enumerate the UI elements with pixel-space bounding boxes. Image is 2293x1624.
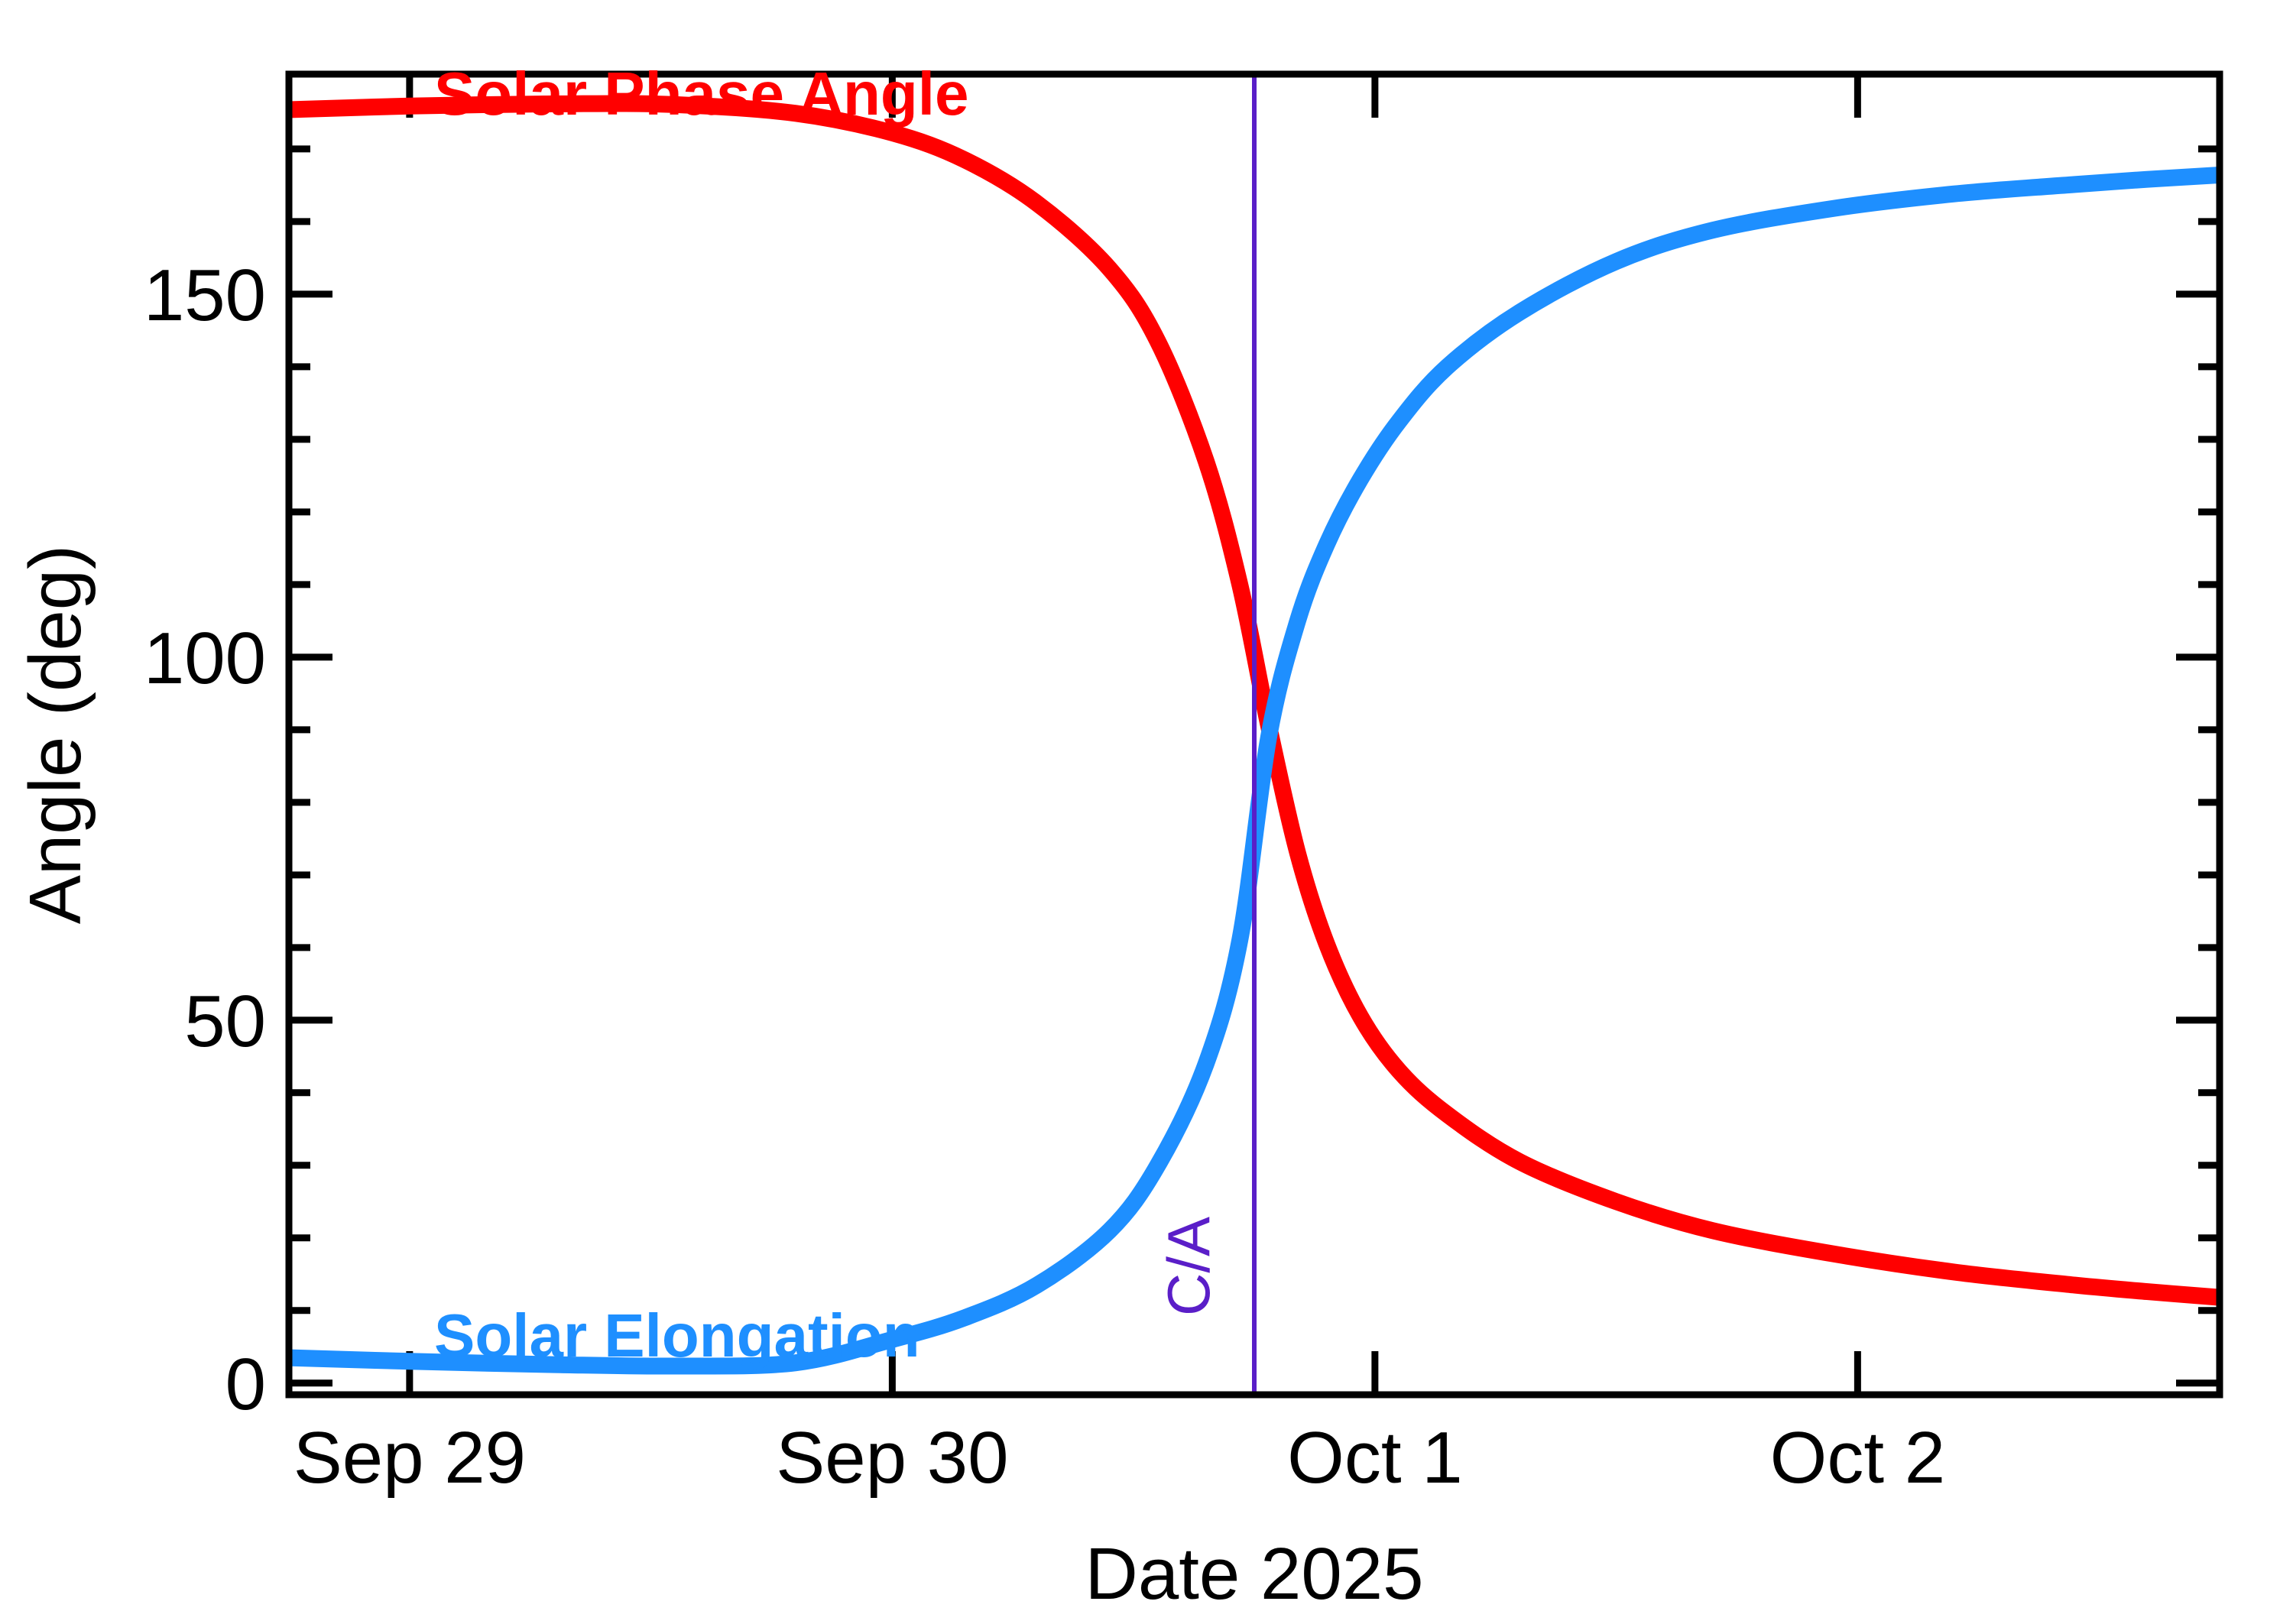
plot-frame: [285, 70, 2223, 1399]
axes-layer: Sep 29 Sep 30 Oct 1 Oct 2 0 50 100 150: [144, 74, 2220, 1499]
y-axis-title: Angle (deg): [15, 545, 96, 924]
x-tick-label: Sep 29: [294, 1417, 526, 1499]
x-tick-label: Oct 1: [1287, 1417, 1462, 1499]
close-approach-label: C/A: [1155, 1217, 1222, 1316]
y-tick-label: 50: [184, 981, 266, 1062]
x-axis-title: Date 2025: [1085, 1533, 1423, 1615]
curves-layer: [289, 95, 2220, 1375]
y-tick-label: 100: [144, 618, 266, 699]
y-tick-label: 150: [144, 254, 266, 336]
y-tick-label: 0: [225, 1344, 266, 1425]
elongation-curve-label: Solar Elongation: [434, 1301, 920, 1370]
elongation-curve: [289, 167, 2220, 1375]
phase-curve-label: Solar Phase Angle: [434, 60, 969, 128]
x-tick-label: Oct 2: [1770, 1417, 1945, 1499]
x-tick-label: Sep 30: [776, 1417, 1008, 1499]
